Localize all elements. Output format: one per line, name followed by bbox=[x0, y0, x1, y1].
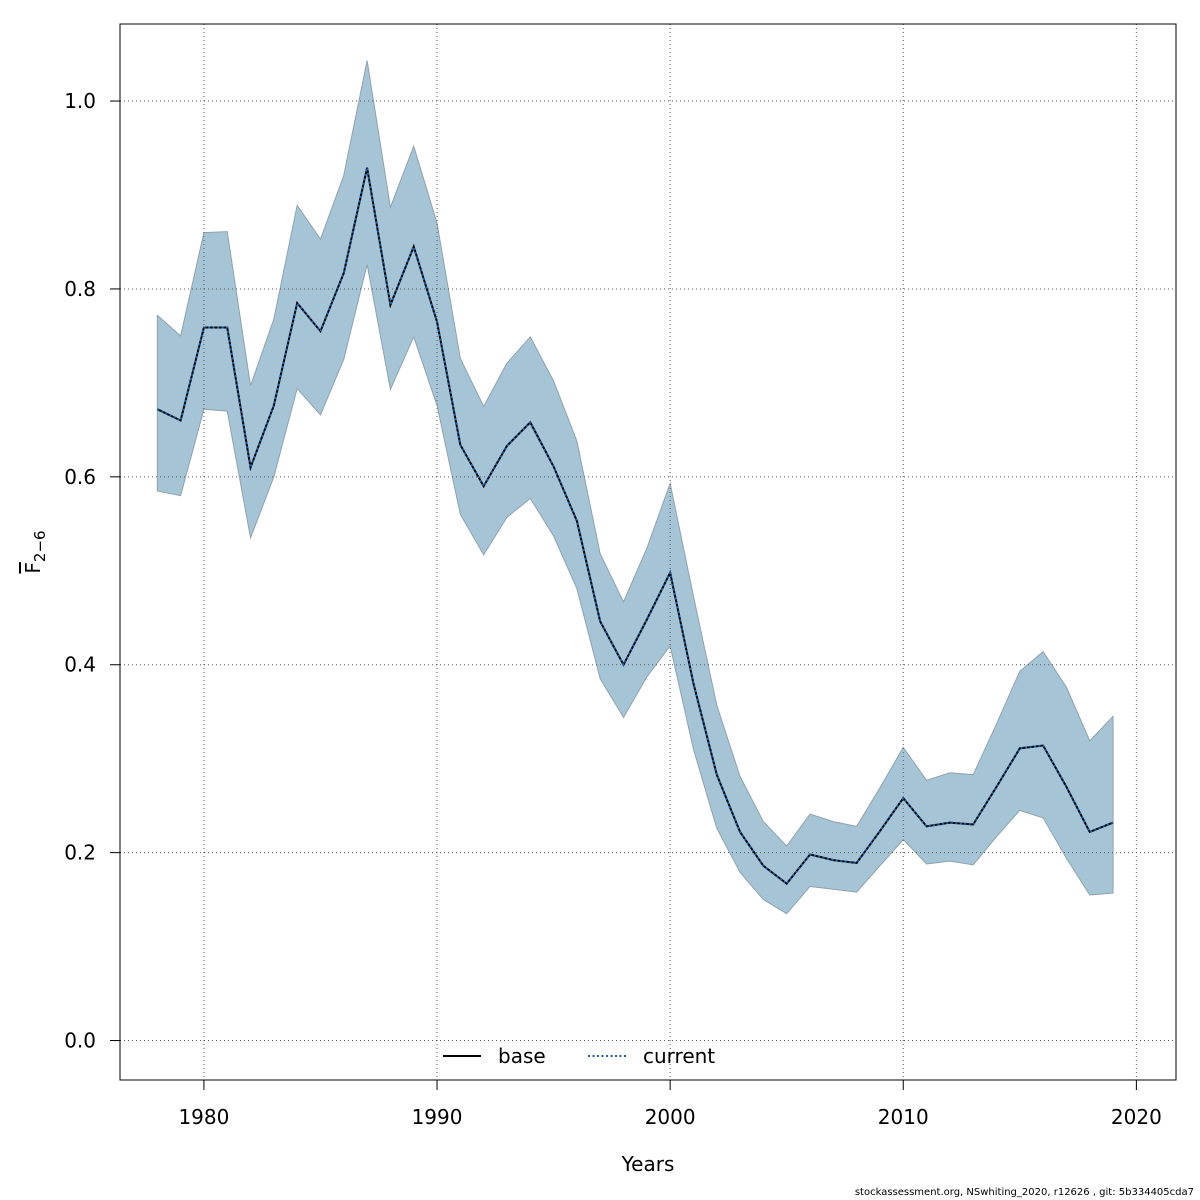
y-tick-label: 1.0 bbox=[64, 89, 96, 113]
y-tick-label: 0.8 bbox=[64, 277, 96, 301]
y-tick-label: 0.0 bbox=[64, 1029, 96, 1053]
x-tick-label: 1990 bbox=[412, 1105, 463, 1129]
y-axis-label: F2−6 bbox=[21, 530, 49, 573]
y-tick-label: 0.2 bbox=[64, 841, 96, 865]
y-axis-label-subscript: 2−6 bbox=[31, 530, 49, 562]
series-line-current bbox=[156, 167, 1114, 886]
x-axis-title: Years bbox=[621, 1152, 675, 1176]
axes-layer: 1980 1990 2000 2010 2020 0.0 0.2 0.4 0.6 0.8 1.0 bbox=[64, 89, 1162, 1129]
confidence-band-layer bbox=[156, 60, 1114, 915]
confidence-band bbox=[156, 60, 1114, 915]
series-line-layer bbox=[156, 167, 1114, 886]
x-tick-label: 2000 bbox=[645, 1105, 696, 1129]
x-tick-label: 2010 bbox=[878, 1105, 929, 1129]
legend-label-current: current bbox=[643, 1044, 715, 1068]
y-axis-title: F2−6 bbox=[21, 530, 49, 573]
y-tick-label: 0.4 bbox=[64, 653, 96, 677]
x-tick-label: 1980 bbox=[178, 1105, 229, 1129]
y-axis-label-main: F bbox=[21, 562, 45, 574]
grid-layer bbox=[120, 24, 1176, 1080]
y-tick-label: 0.6 bbox=[64, 465, 96, 489]
footer-credit: stockassessment.org, NSwhiting_2020, r12… bbox=[854, 1187, 1194, 1198]
x-tick-label: 2020 bbox=[1111, 1105, 1162, 1129]
legend: base current bbox=[443, 1044, 715, 1068]
legend-label-base: base bbox=[498, 1044, 546, 1068]
